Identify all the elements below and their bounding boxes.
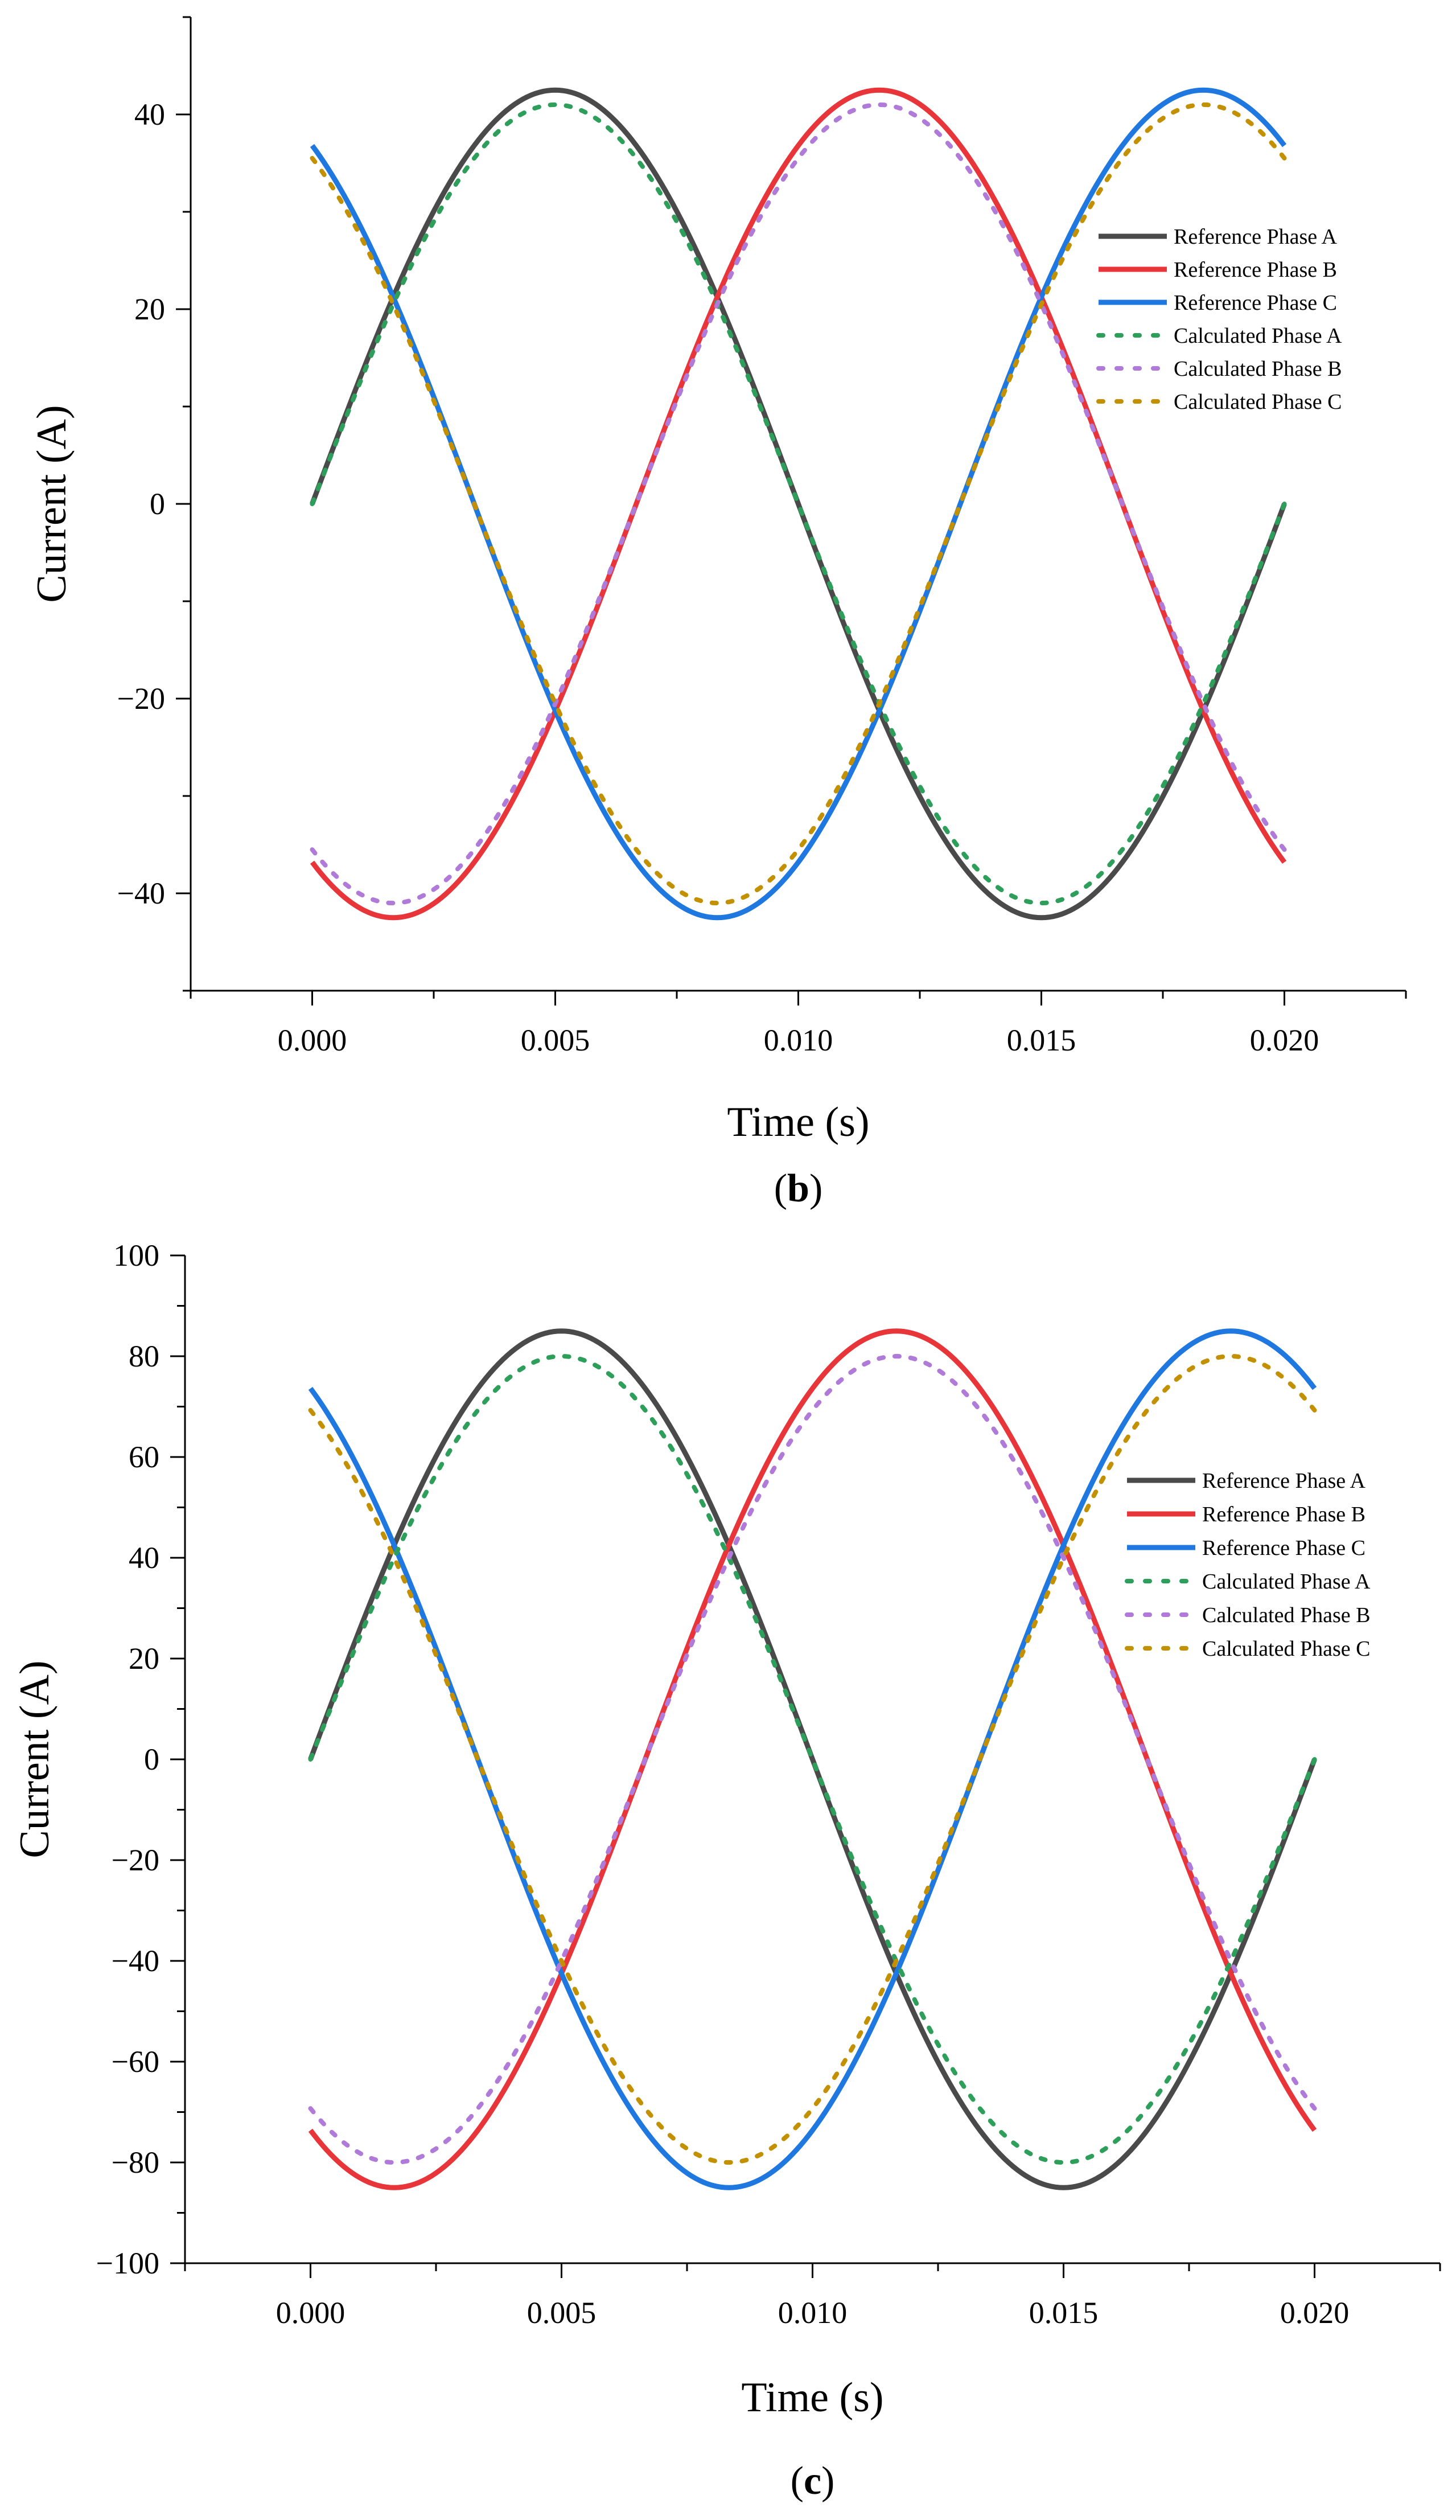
y-tick-label: 20 xyxy=(134,292,165,326)
legend-label: Reference Phase B xyxy=(1174,258,1337,282)
y-tick-label: 0 xyxy=(144,1742,159,1776)
x-axis-title: Time (s) xyxy=(727,1099,869,1146)
legend-label: Calculated Phase B xyxy=(1174,357,1342,381)
legend-label: Reference Phase A xyxy=(1202,1469,1366,1493)
y-axis-title: Current (A) xyxy=(28,405,75,602)
panel-label: (c) xyxy=(791,2459,835,2503)
y-tick-label: 0 xyxy=(150,487,165,521)
legend-label: Reference Phase A xyxy=(1174,225,1338,249)
series-calculated-phase-a xyxy=(308,1354,1317,2165)
y-tick-label: −20 xyxy=(112,1843,159,1877)
legend-label: Reference Phase C xyxy=(1202,1536,1365,1560)
y-tick-label: −60 xyxy=(112,2045,159,2079)
legend-label: Calculated Phase C xyxy=(1174,390,1342,414)
y-tick-label: −20 xyxy=(117,682,165,716)
panel-label: (b) xyxy=(774,1167,823,1210)
series-calculated-phase-b xyxy=(310,102,1287,906)
y-tick-label: −100 xyxy=(96,2246,159,2280)
legend-label: Reference Phase C xyxy=(1174,291,1337,315)
series-reference-phase-a xyxy=(308,1328,1317,2190)
x-tick-label: 0.020 xyxy=(1280,2296,1350,2330)
x-tick-label: 0.005 xyxy=(521,1023,590,1057)
x-tick-label: 0.015 xyxy=(1029,2296,1099,2330)
series-calculated-phase-c xyxy=(310,102,1287,906)
y-tick-label: −80 xyxy=(112,2145,159,2180)
series-calculated-phase-b xyxy=(308,1354,1317,2165)
chart-panel-b: 0.000 0.005 0.010 0.015 0.020 −40 −20 0 20 40 Time… xyxy=(28,16,1407,1210)
y-tick-label: 20 xyxy=(129,1641,159,1676)
legend-label: Calculated Phase C xyxy=(1202,1637,1370,1661)
legend-label: Calculated Phase A xyxy=(1174,324,1342,348)
y-tick-label: 60 xyxy=(129,1440,159,1474)
x-tick-label: 0.000 xyxy=(278,1023,347,1057)
legend-label: Calculated Phase B xyxy=(1202,1603,1370,1627)
x-tick-label: 0.020 xyxy=(1250,1023,1319,1057)
series-calculated-phase-c xyxy=(308,1354,1317,2165)
series-reference-phase-a xyxy=(310,87,1287,921)
y-tick-label: −40 xyxy=(117,876,165,910)
y-axis-title: Current (A) xyxy=(11,1660,58,1858)
y-tick-label: −40 xyxy=(112,1944,159,1978)
x-tick-label: 0.010 xyxy=(778,2296,848,2330)
y-tick-label: 40 xyxy=(134,97,165,132)
x-tick-label: 0.010 xyxy=(764,1023,833,1057)
x-tick-label: 0.000 xyxy=(276,2296,346,2330)
legend-label: Calculated Phase A xyxy=(1202,1570,1371,1594)
legend-label: Reference Phase B xyxy=(1202,1503,1365,1526)
chart-panel-c: 0.000 0.005 0.010 0.015 0.020 −100 −80 −60 −40 −2… xyxy=(11,1238,1441,2503)
x-tick-label: 0.005 xyxy=(527,2296,597,2330)
x-axis-title: Time (s) xyxy=(741,2374,883,2421)
y-tick-label: 80 xyxy=(129,1339,159,1373)
series-calculated-phase-a xyxy=(310,102,1287,906)
y-tick-label: 100 xyxy=(113,1238,159,1273)
x-tick-label: 0.015 xyxy=(1007,1023,1076,1057)
y-tick-label: 40 xyxy=(129,1541,159,1575)
